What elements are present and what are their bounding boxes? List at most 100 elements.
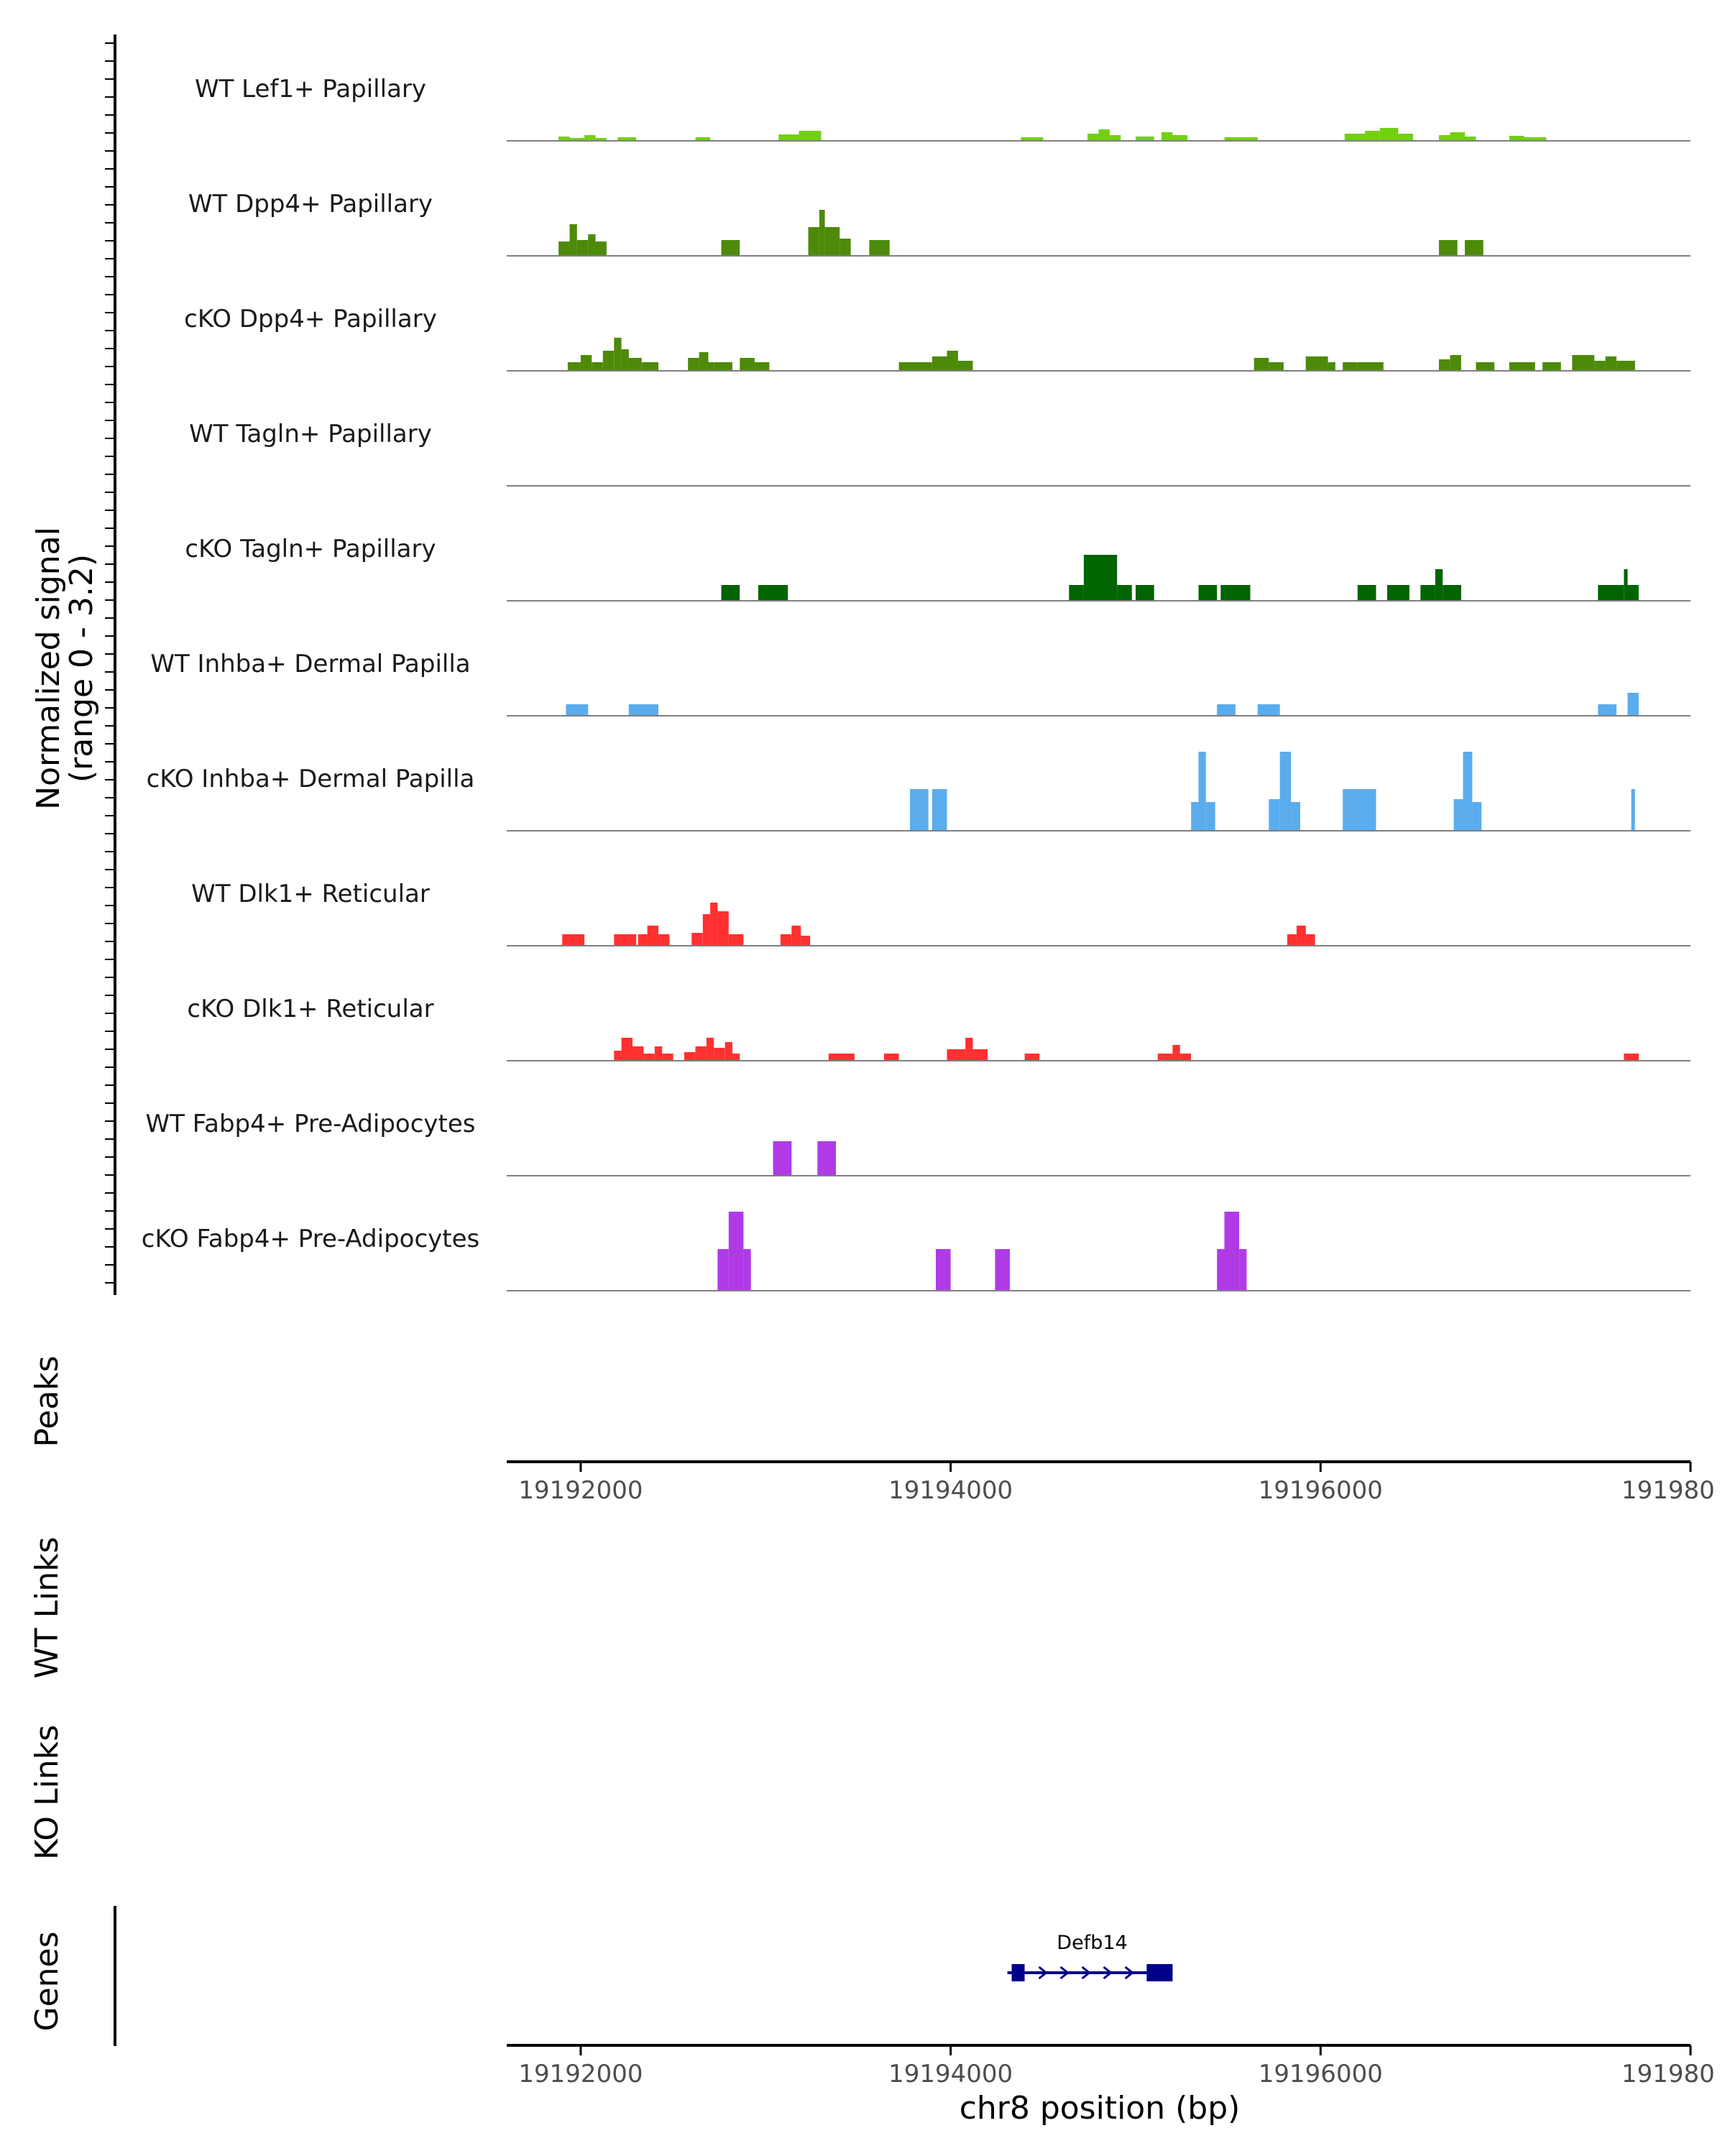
coverage-bar [662, 1054, 673, 1061]
coverage-bar [1476, 362, 1495, 371]
track: cKO Inhba+ Dermal Papilla [147, 752, 1690, 831]
coverage-bar [1435, 569, 1443, 601]
coverage-bar [1387, 585, 1409, 601]
coverage-bar [884, 1054, 899, 1061]
gene-label: Defb14 [1057, 1932, 1127, 1954]
coverage-tracks: WT Lef1+ Papillary WT Dpp4+ Papillary cKO … [142, 75, 1690, 1291]
coverage-bar [584, 135, 596, 141]
coverage-bar [957, 361, 973, 371]
coverage-bar [717, 1249, 729, 1291]
x-tick-label: 19196000 [1259, 2060, 1383, 2088]
coverage-bar [562, 934, 585, 946]
coverage-bar [947, 1049, 966, 1061]
coverage-bar [1439, 135, 1450, 141]
gene-track: Defb14 [1007, 1932, 1173, 1981]
coverage-bar [898, 362, 932, 371]
coverage-bar [1083, 555, 1118, 601]
wt-links-panel-label: WT Links [29, 1537, 65, 1678]
coverage-bar [708, 362, 714, 371]
coverage-bar [932, 356, 947, 371]
coverage-bar [569, 138, 585, 141]
track: cKO Dpp4+ Papillary [184, 305, 1690, 372]
coverage-bar [558, 137, 570, 141]
x-tick-label: 19196000 [1259, 1476, 1383, 1505]
track-label: WT Inhba+ Dermal Papilla [150, 650, 470, 678]
coverage-bar [936, 1249, 951, 1291]
coverage-bar [628, 704, 658, 716]
coverage-bar [728, 1212, 744, 1291]
coverage-bar [576, 240, 589, 256]
coverage-bar [808, 227, 819, 256]
x-tick-label: 19192000 [518, 1476, 643, 1505]
coverage-bar [1572, 355, 1595, 371]
coverage-bar [1598, 585, 1624, 601]
gene-exon [1146, 1964, 1173, 1981]
track-label: WT Lef1+ Papillary [195, 75, 426, 103]
coverage-bar [1179, 1054, 1192, 1061]
coverage-bar [643, 1054, 655, 1061]
coverage-bar [621, 349, 629, 371]
coverage-bar [658, 934, 670, 946]
track: cKO Tagln+ Papillary [185, 535, 1690, 602]
coverage-bar [580, 355, 592, 371]
coverage-bar [724, 1042, 732, 1061]
coverage-bar [1098, 129, 1110, 141]
coverage-bar [1343, 789, 1376, 831]
coverage-bar [1191, 802, 1199, 831]
coverage-bar [1365, 131, 1380, 141]
coverage-bar [1357, 362, 1384, 371]
coverage-bar [1398, 134, 1413, 141]
track-label: cKO Dpp4+ Papillary [184, 305, 437, 333]
coverage-bar [688, 358, 699, 371]
coverage-bar [965, 1038, 973, 1061]
coverage-bar [1198, 585, 1218, 601]
coverage-bar [699, 352, 709, 371]
coverage-bar [780, 934, 792, 946]
coverage-bar [1217, 704, 1236, 716]
coverage-bar [566, 704, 589, 716]
coverage-bar [1450, 355, 1461, 371]
coverage-bar [602, 351, 615, 371]
signal-axis [105, 34, 116, 1295]
coverage-bar [595, 241, 607, 256]
coverage-bar [1627, 585, 1639, 601]
coverage-bar [732, 1054, 740, 1061]
coverage-bar [684, 1052, 696, 1061]
x-tick-label: 191980 [1622, 1476, 1715, 1505]
coverage-bar [647, 926, 658, 946]
signal-axis-range-label: (range 0 - 3.2) [63, 554, 100, 783]
coverage-bar [1198, 752, 1206, 831]
coverage-bar [614, 934, 637, 946]
coverage-bar [1605, 356, 1616, 371]
track-label: cKO Dlk1+ Reticular [187, 995, 433, 1023]
coverage-bar [1524, 137, 1547, 141]
coverage-bar [621, 1038, 632, 1061]
coverage-bar [1627, 693, 1639, 716]
coverage-bar [628, 358, 642, 371]
track: WT Fabp4+ Pre-Adipocytes [146, 1110, 1690, 1176]
coverage-bar [614, 1051, 622, 1061]
track: WT Tagln+ Papillary [189, 420, 1690, 487]
track-label: WT Fabp4+ Pre-Adipocytes [146, 1110, 476, 1138]
coverage-bar [1328, 362, 1335, 371]
coverage-bar [706, 1038, 714, 1061]
coverage-bar [932, 789, 947, 831]
coverage-bar [869, 240, 890, 256]
strand-arrow [1038, 1966, 1048, 1980]
coverage-bar [1344, 134, 1366, 141]
coverage-bar [1357, 585, 1376, 601]
x-tick-label: 19194000 [888, 2060, 1013, 2088]
strand-arrow [1103, 1966, 1113, 1980]
coverage-bar [1450, 132, 1466, 141]
x-axis-title: chr8 position (bp) [960, 2090, 1241, 2127]
track-label: WT Dpp4+ Papillary [188, 190, 433, 218]
x-axis-upper: 19192000 19194000 19196000 191980 [507, 1460, 1715, 1505]
track: cKO Fabp4+ Pre-Adipocytes [142, 1212, 1690, 1291]
coverage-bar [799, 131, 822, 141]
track-label: WT Dlk1+ Reticular [191, 880, 430, 908]
coverage-bar [558, 241, 570, 256]
signal-axis-ticks [105, 42, 115, 1284]
coverage-bar [972, 1049, 988, 1061]
coverage-bar [1465, 137, 1476, 141]
